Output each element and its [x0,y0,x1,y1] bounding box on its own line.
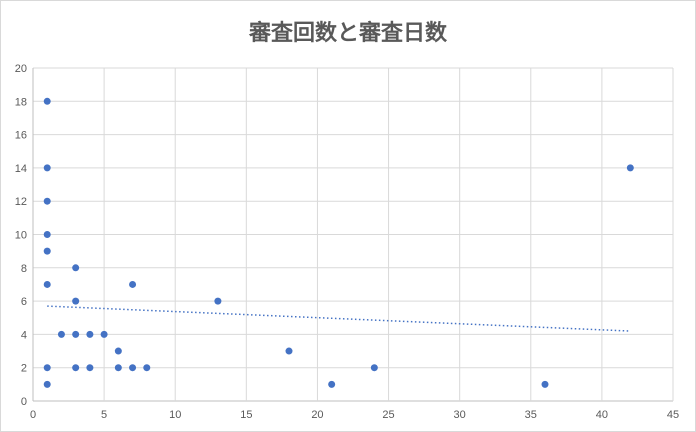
x-tick-label: 5 [101,409,107,421]
y-tick-label: 6 [21,296,27,308]
data-point [43,364,51,372]
x-tick-label: 15 [240,409,252,421]
x-tick-label: 0 [30,409,36,421]
y-tick-label: 10 [15,230,27,242]
data-points [43,97,634,388]
y-tick-label: 18 [15,96,27,108]
data-point [72,330,80,338]
data-point [43,231,51,238]
y-tick-label: 8 [21,263,27,275]
data-point [86,364,94,372]
data-point [86,330,94,338]
data-point [129,364,137,372]
tick-labels: 0 2 4 6 8 10 12 14 16 18 20 0 5 10 15 20 25 30 35 40 45 [15,63,679,421]
trendline [47,305,631,332]
y-tick-label: 2 [21,363,27,375]
data-point [143,364,151,372]
data-point [328,380,336,388]
x-tick-label: 30 [454,409,466,421]
data-point [370,364,378,372]
data-point [285,347,293,355]
data-point [43,97,51,105]
data-point [72,297,80,305]
y-tick-label: 16 [15,130,27,142]
data-point [129,280,137,288]
data-point [57,330,65,338]
y-tick-label: 14 [15,163,27,175]
data-point [214,297,222,305]
x-tick-label: 20 [311,409,323,421]
x-tick-label: 10 [169,409,181,421]
chart-title: 審査回数と審査日数 [248,21,447,46]
data-point [43,164,51,172]
trendline-layer [47,305,631,332]
data-point [100,330,108,338]
data-point [72,364,80,372]
data-point [114,347,122,355]
data-point [43,380,51,388]
y-tick-label: 12 [15,196,27,208]
data-point [43,247,51,255]
data-point [626,164,634,172]
y-tick-label: 0 [21,396,27,408]
y-tick-label: 20 [15,63,27,75]
x-tick-label: 45 [667,409,679,421]
data-point [72,264,80,272]
gridlines [32,67,674,402]
data-point [43,280,51,288]
y-tick-label: 4 [21,329,27,341]
data-point [541,380,549,388]
x-tick-label: 25 [382,409,394,421]
data-point [43,197,51,205]
data-point [114,364,122,372]
x-tick-label: 35 [525,409,537,421]
x-tick-label: 40 [596,409,608,421]
